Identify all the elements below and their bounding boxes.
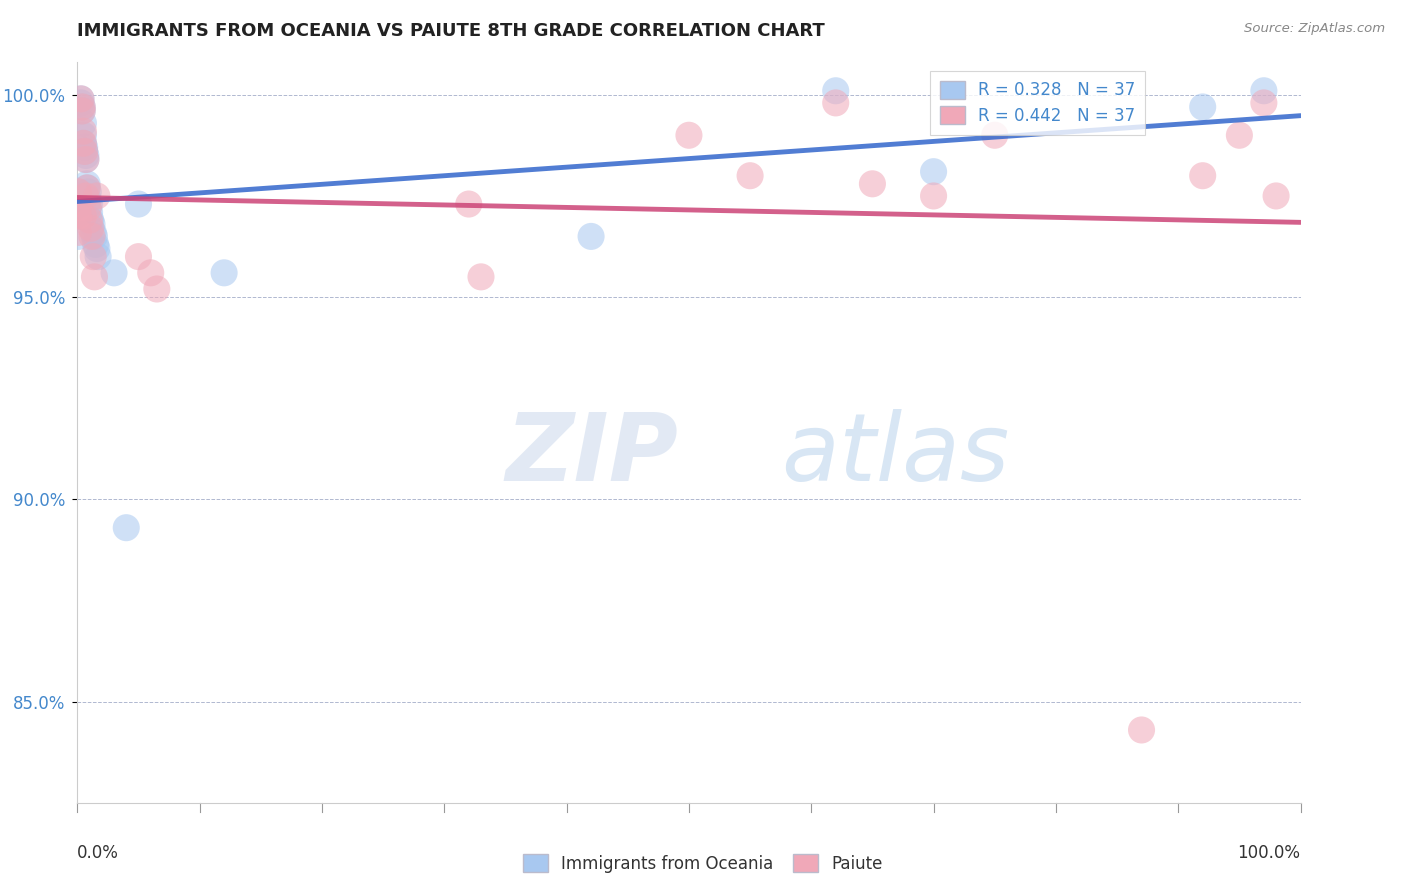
Point (83, 269, 105, 284)
Point (72, 209, 94, 223)
Point (83, 229, 105, 244)
Point (73, 140, 96, 154)
Point (87, 250, 110, 264)
Point (740, 169, 762, 183)
Point (80, 229, 103, 244)
Point (67, 201, 90, 215)
Point (72, 136, 94, 151)
Point (146, 282, 169, 296)
Point (127, 197, 149, 211)
Point (72, 128, 94, 143)
Point (77, 185, 100, 199)
Point (67, 185, 90, 199)
Point (75, 153, 97, 167)
Point (1191, 169, 1213, 183)
Point (103, 266, 125, 280)
Point (212, 266, 235, 280)
Point (76, 177, 98, 191)
Point (127, 250, 149, 264)
Point (72, 116, 94, 130)
Point (70, 95, 93, 110)
Point (86, 242, 108, 256)
Point (922, 189, 945, 203)
Point (75, 153, 97, 167)
Point (70, 103, 93, 118)
Point (1130, 723, 1153, 737)
Point (1253, 95, 1275, 110)
Legend: R = 0.328   N = 37, R = 0.442   N = 37: R = 0.328 N = 37, R = 0.442 N = 37 (929, 70, 1146, 135)
Point (80, 213, 103, 227)
Point (67, 209, 90, 223)
Point (86, 189, 108, 203)
Point (75, 189, 97, 203)
Point (73, 145, 96, 159)
Text: 0.0%: 0.0% (77, 844, 120, 862)
Point (75, 148, 97, 162)
Text: 100.0%: 100.0% (1237, 844, 1301, 862)
Point (79, 205, 101, 219)
Point (824, 95, 846, 110)
Point (1191, 100, 1213, 114)
Point (67, 201, 90, 215)
Point (76, 181, 98, 195)
Point (470, 269, 492, 284)
Point (67, 209, 90, 223)
Point (70, 103, 93, 118)
Text: ZIP: ZIP (506, 409, 678, 500)
Point (1265, 189, 1288, 203)
Point (70, 100, 93, 114)
Legend: Immigrants from Oceania, Paiute: Immigrants from Oceania, Paiute (516, 847, 890, 880)
Point (84, 237, 107, 252)
Point (80, 221, 103, 235)
Point (70, 92, 93, 106)
Text: IMMIGRANTS FROM OCEANIA VS PAIUTE 8TH GRADE CORRELATION CHART: IMMIGRANTS FROM OCEANIA VS PAIUTE 8TH GR… (77, 22, 825, 40)
Point (1253, 84, 1275, 98)
Point (139, 266, 162, 280)
Point (579, 229, 602, 244)
Point (67, 225, 90, 239)
Point (77, 201, 100, 215)
Point (79, 213, 101, 227)
Point (72, 124, 94, 138)
Point (80, 217, 103, 231)
Point (457, 197, 479, 211)
Text: atlas: atlas (780, 409, 1010, 500)
Point (678, 128, 700, 143)
Point (76, 181, 98, 195)
Point (79, 197, 101, 211)
Point (115, 521, 138, 535)
Point (67, 185, 90, 199)
Point (72, 136, 94, 151)
Text: Source: ZipAtlas.com: Source: ZipAtlas.com (1244, 22, 1385, 36)
Point (70, 100, 93, 114)
Point (77, 193, 100, 207)
Point (82, 225, 104, 239)
Point (82, 250, 104, 264)
Point (824, 84, 846, 98)
Point (73, 145, 96, 159)
Point (984, 128, 1007, 143)
Point (70, 92, 93, 106)
Point (67, 229, 90, 244)
Point (862, 177, 884, 191)
Point (1229, 128, 1251, 143)
Point (922, 164, 945, 178)
